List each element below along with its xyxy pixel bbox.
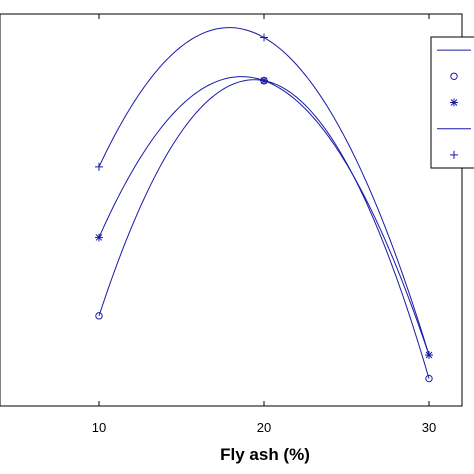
legend — [430, 36, 474, 169]
series-2-point-1-d2 — [95, 234, 103, 241]
legend-marker-3 — [450, 98, 458, 107]
series-2-curve — [98, 76, 430, 356]
series-3-point-3 — [425, 351, 433, 360]
legend-marker-3-d2 — [450, 99, 458, 106]
x-tick-label-10: 10 — [92, 420, 106, 435]
series-2-point-1 — [95, 233, 103, 242]
x-tick-label-20: 20 — [257, 420, 271, 435]
plot-frame — [0, 13, 463, 407]
series-2-point-2 — [260, 76, 268, 85]
series-2-point-2-d2 — [260, 77, 268, 84]
axes: 10 20 30 — [0, 13, 463, 435]
legend-marker-2 — [450, 72, 458, 81]
legend-marker-5 — [450, 150, 458, 159]
x-axis-label: Fly ash (%) — [220, 445, 310, 464]
series-3-point-1 — [95, 162, 103, 171]
axis-labels: Fly ash (%) — [220, 445, 310, 464]
series-1-curve — [98, 79, 430, 379]
x-tick-label-30: 30 — [422, 420, 436, 435]
legend-box — [430, 36, 474, 169]
series-1-point-1 — [95, 312, 103, 320]
series-3-point-2 — [260, 33, 268, 42]
series-1-point-3 — [425, 374, 433, 383]
series-markers — [95, 33, 433, 383]
